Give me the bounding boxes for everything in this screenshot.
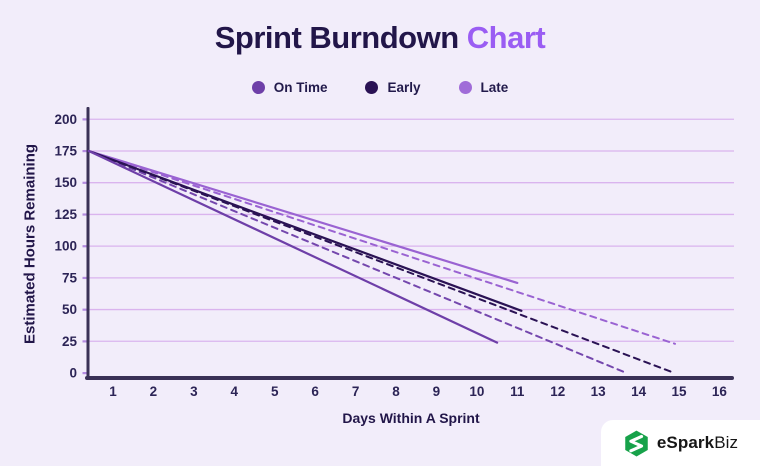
y-tick-label-150: 150 [54,175,77,190]
legend-item-early: Early [365,80,421,95]
logo-text: eSparkBiz [656,433,739,452]
y-tick-175 [82,149,90,153]
chart-legend: On Time Early Late [0,80,760,95]
on-time-dot-icon [251,81,265,94]
legend-label: On Time [273,80,328,95]
y-tick-100 [82,245,90,248]
x-tick-label-1: 1 [109,384,117,399]
title-main: Sprint Burndown [214,20,459,55]
y-tick-label-50: 50 [62,302,77,317]
y-axis-line [86,107,90,378]
y-tick-200 [82,118,90,121]
y-tick-label-125: 125 [54,207,77,222]
x-tick-label-5: 5 [271,384,279,399]
title-accent: Chart [466,20,546,55]
late-dot-icon [458,81,472,94]
series-line-late [87,149,519,284]
y-tick-0 [82,372,90,375]
y-tick-label-100: 100 [54,239,77,254]
series-line-on-time [87,149,499,344]
y-tick-125 [82,213,90,216]
y-tick-label-0: 0 [69,366,77,381]
x-tick-label-16: 16 [712,384,728,399]
x-tick-label-9: 9 [433,384,441,399]
x-tick-label-12: 12 [550,384,565,399]
y-tick-75 [82,276,90,280]
y-tick-label-75: 75 [62,270,78,285]
legend-label: Late [480,80,509,95]
x-tick-label-3: 3 [190,384,198,399]
y-tick-25 [82,340,90,343]
x-axis-title: Days Within A Sprint [342,410,480,426]
logo-card: eSparkBiz [601,420,760,466]
early-dot-icon [365,81,379,94]
series-line-late-projection- [87,150,676,345]
x-tick-label-8: 8 [392,384,400,399]
y-tick-50 [82,308,90,311]
x-tick-label-13: 13 [591,384,607,399]
x-tick-label-7: 7 [352,384,360,399]
x-axis-line [85,376,734,380]
y-tick-label-175: 175 [54,143,77,158]
legend-item-late: Late [458,80,509,95]
y-tick-label-200: 200 [54,112,77,127]
x-tick-label-14: 14 [631,384,647,399]
legend-item-on-time: On Time [251,80,328,95]
esparkbiz-hexagon-icon [625,430,648,456]
y-tick-150 [82,181,90,184]
x-tick-label-2: 2 [150,384,158,399]
x-tick-label-11: 11 [510,384,525,399]
series-line-on-time-projection- [87,150,628,374]
series-line-early [87,149,523,312]
x-tick-label-4: 4 [231,384,239,399]
x-tick-label-10: 10 [469,384,484,399]
x-tick-label-15: 15 [672,384,688,399]
x-tick-label-6: 6 [311,384,319,399]
legend-label: Early [387,80,421,95]
page-title: Sprint Burndown Chart [0,20,760,56]
y-tick-label-25: 25 [62,334,78,349]
